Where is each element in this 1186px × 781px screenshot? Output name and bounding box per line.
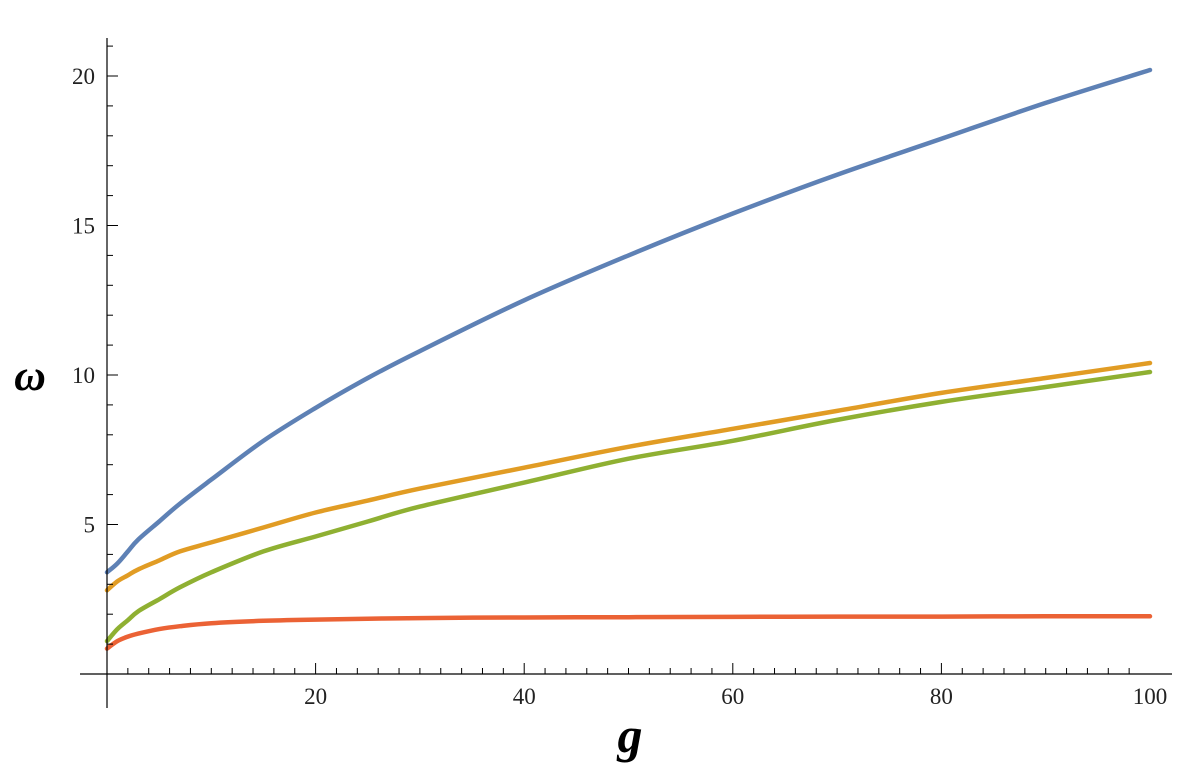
ticks-layer	[107, 45, 1130, 674]
x-tick-label: 100	[1133, 684, 1168, 709]
series-line-4	[104, 614, 1153, 651]
series-line-2	[104, 360, 1153, 593]
y-axis-title: ω	[14, 351, 46, 400]
series-layer	[104, 67, 1153, 651]
x-tick-label: 40	[513, 684, 536, 709]
x-tick-label: 60	[721, 684, 744, 709]
x-tick-label: 80	[930, 684, 953, 709]
series-line-1	[104, 67, 1153, 575]
x-axis-title: g	[617, 707, 643, 763]
y-tick-label: 15	[72, 214, 95, 239]
y-tick-label: 10	[72, 363, 95, 388]
y-tick-label: 20	[72, 64, 95, 89]
y-tick-label: 5	[84, 513, 96, 538]
axes-layer	[80, 38, 1172, 708]
labels-layer: 20 40 60 80 100 5 10 15 20	[72, 64, 1167, 709]
x-tick-label: 20	[304, 684, 327, 709]
series-line-3	[104, 369, 1153, 644]
